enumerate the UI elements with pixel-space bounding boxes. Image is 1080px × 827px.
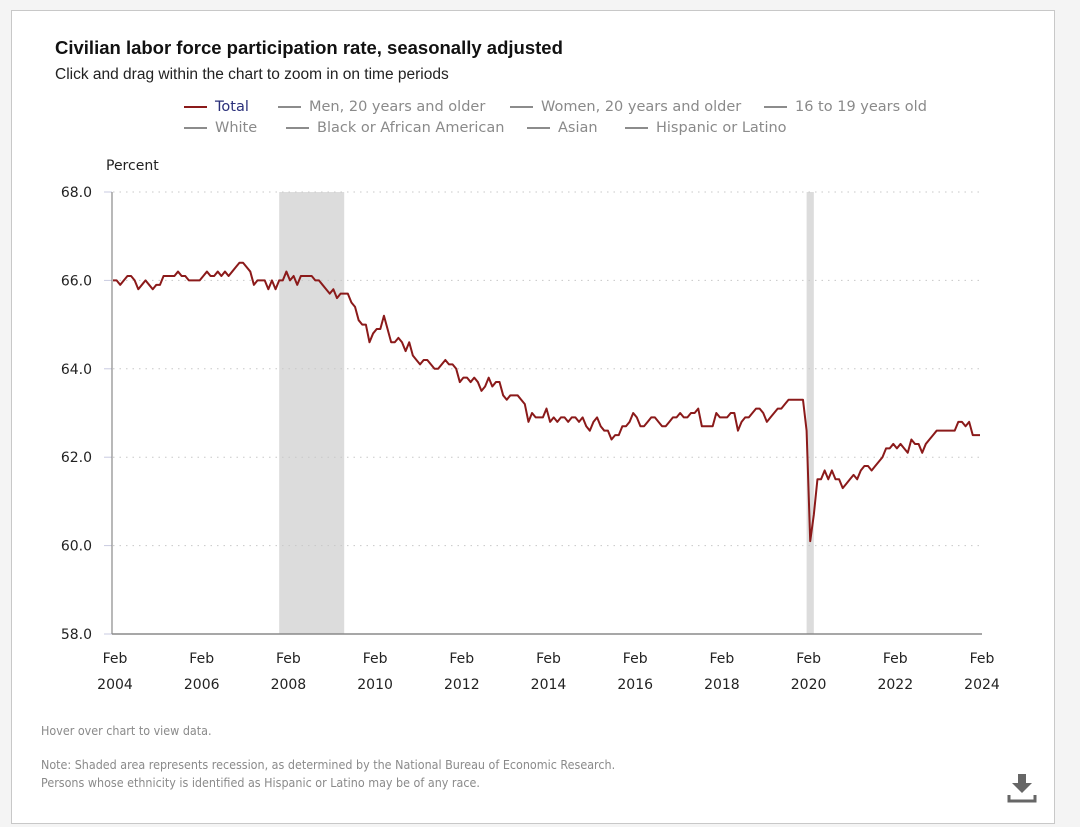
x-tick-label-month: Feb (103, 651, 128, 667)
legend-item-men[interactable]: Men, 20 years and older (278, 99, 485, 115)
legend-label: Total (215, 99, 249, 115)
legend-item-hispanic[interactable]: Hispanic or Latino (625, 120, 787, 136)
x-tick-label-year: 2006 (184, 677, 220, 693)
legend-item-total[interactable]: Total (184, 99, 249, 115)
legend-swatch-icon (278, 106, 301, 108)
x-tick-label-month: Feb (449, 651, 474, 667)
note-hispanic: Persons whose ethnicity is identified as… (41, 776, 480, 790)
chart-container (11, 10, 1055, 824)
x-tick-label-month: Feb (796, 651, 821, 667)
y-axis-label: Percent (106, 158, 159, 174)
x-tick-label-month: Feb (363, 651, 388, 667)
recession-band (279, 192, 345, 634)
legend-item-teens[interactable]: 16 to 19 years old (764, 99, 927, 115)
note-recession: Note: Shaded area represents recession, … (41, 758, 616, 772)
legend-item-asian[interactable]: Asian (527, 120, 598, 136)
download-icon (1007, 774, 1037, 803)
y-tick-label: 64.0 (61, 362, 92, 378)
legend-label: Women, 20 years and older (541, 99, 742, 115)
legend-swatch-icon (286, 127, 309, 129)
hover-hint: Hover over chart to view data. (41, 724, 212, 738)
legend-item-black[interactable]: Black or African American (286, 120, 504, 136)
chart-subtitle: Click and drag within the chart to zoom … (55, 66, 449, 83)
legend-label: 16 to 19 years old (795, 99, 927, 115)
y-tick-label: 58.0 (61, 627, 92, 643)
chart-title: Civilian labor force participation rate,… (55, 37, 563, 58)
legend-label: Black or African American (317, 120, 505, 136)
x-tick-label-year: 2014 (531, 677, 567, 693)
x-tick-label-year: 2010 (357, 677, 393, 693)
legend-item-women[interactable]: Women, 20 years and older (510, 99, 741, 115)
x-tick-label-month: Feb (189, 651, 214, 667)
x-tick-label-year: 2024 (964, 677, 1000, 693)
x-tick-label-year: 2012 (444, 677, 480, 693)
legend-swatch-icon (527, 127, 550, 129)
x-tick-label-year: 2020 (791, 677, 827, 693)
legend-swatch-icon (184, 127, 207, 129)
legend-label: Asian (558, 120, 598, 136)
legend-swatch-icon (184, 106, 207, 108)
legend-label: White (215, 120, 258, 136)
x-tick-label-month: Feb (536, 651, 561, 667)
x-tick-label-year: 2004 (97, 677, 133, 693)
legend-swatch-icon (764, 106, 787, 108)
legend-label: Hispanic or Latino (656, 120, 787, 136)
x-tick-label-month: Feb (276, 651, 301, 667)
legend-item-white[interactable]: White (184, 120, 257, 136)
legend-swatch-icon (625, 127, 648, 129)
x-tick-label-year: 2018 (704, 677, 740, 693)
y-tick-label: 60.0 (61, 539, 92, 555)
x-tick-label-month: Feb (970, 651, 995, 667)
legend-label: Men, 20 years and older (309, 99, 486, 115)
x-tick-label-month: Feb (623, 651, 648, 667)
series-line-total[interactable] (113, 261, 980, 543)
x-tick-label-year: 2016 (617, 677, 653, 693)
x-tick-label-year: 2022 (877, 677, 913, 693)
legend-swatch-icon (510, 106, 533, 108)
y-tick-label: 62.0 (61, 450, 92, 466)
x-tick-label-month: Feb (883, 651, 908, 667)
y-tick-label: 68.0 (61, 185, 92, 201)
recession-band (806, 192, 814, 634)
x-tick-label-month: Feb (710, 651, 735, 667)
download-button[interactable] (1004, 770, 1040, 806)
y-tick-label: 66.0 (61, 273, 92, 289)
x-tick-label-year: 2008 (271, 677, 307, 693)
